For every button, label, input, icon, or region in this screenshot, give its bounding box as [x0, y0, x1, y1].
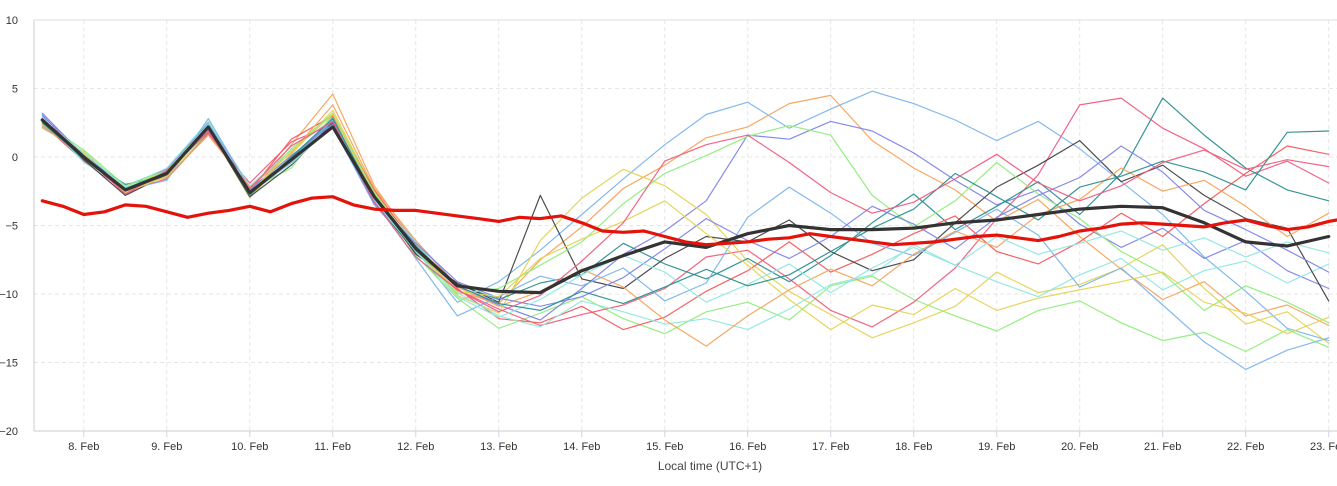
x-tick-label: 9. Feb	[151, 441, 182, 453]
ensemble-member-line	[41, 118, 1330, 313]
x-tick-label: 18. Feb	[895, 441, 932, 453]
x-tick-label: 13. Feb	[480, 441, 517, 453]
x-tick-label: 19. Feb	[978, 441, 1015, 453]
y-tick-label: −20	[0, 426, 18, 438]
y-axis-ticks: 10 5 0 −5 −10 −15 −20	[0, 15, 18, 438]
x-tick-label: 12. Feb	[397, 441, 434, 453]
y-tick-label: −15	[0, 358, 18, 370]
ensemble-member-line	[41, 119, 1330, 318]
x-tick-label: 17. Feb	[812, 441, 849, 453]
ensemble-mean-line	[40, 118, 1331, 295]
ensemble-member-line	[41, 115, 1330, 331]
x-axis-title: Local time (UTC+1)	[658, 459, 762, 473]
ensemble-member-line	[41, 109, 1330, 344]
ensemble-member-line	[41, 97, 1330, 328]
x-tick-label: 21. Feb	[1144, 441, 1181, 453]
x-axis-ticks: 8. Feb 9. Feb 10. Feb 11. Feb 12. Feb 13. Feb…	[68, 441, 1337, 453]
x-tick-label: 15. Feb	[646, 441, 683, 453]
y-tick-label: 5	[12, 84, 18, 96]
x-tick-label: 23. Feb	[1310, 441, 1337, 453]
y-tick-label: 10	[6, 15, 18, 27]
x-tick-label: 20. Feb	[1061, 441, 1098, 453]
observed-line	[40, 195, 1337, 247]
x-tick-label: 11. Feb	[315, 441, 352, 453]
x-tick-label: 8. Feb	[68, 441, 99, 453]
x-tick-label: 16. Feb	[729, 441, 766, 453]
y-tick-label: −10	[0, 289, 18, 301]
x-tick-label: 14. Feb	[563, 441, 600, 453]
grid	[34, 19, 1337, 437]
ensemble-member-line	[41, 119, 1330, 303]
x-tick-label: 22. Feb	[1227, 441, 1264, 453]
x-tick-label: 10. Feb	[231, 441, 268, 453]
ensemble-member-line	[41, 112, 1330, 307]
y-tick-label: −5	[5, 221, 18, 233]
series-layer	[40, 90, 1337, 370]
y-tick-label: 0	[12, 152, 18, 164]
ensemble-member-line	[41, 116, 1330, 331]
plot-frame	[33, 19, 1337, 432]
